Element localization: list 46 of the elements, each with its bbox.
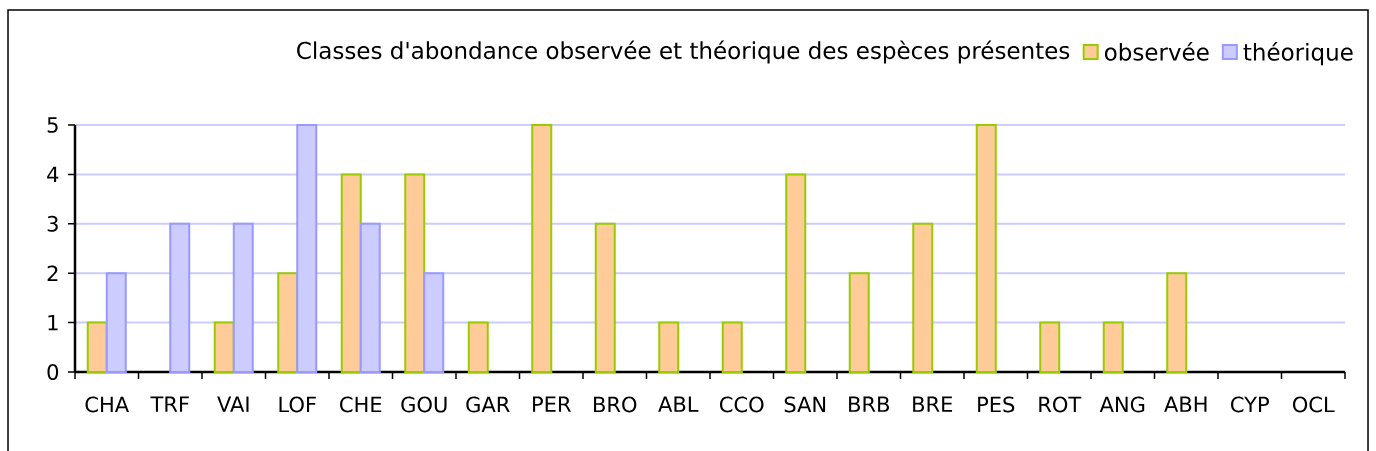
x-tick-label: ROT xyxy=(1039,396,1082,413)
x-tick-label: BRE xyxy=(913,396,953,412)
x-tick-label: BRO xyxy=(594,396,637,413)
x-tick-label: GOU xyxy=(401,396,447,413)
legend-label: théorique xyxy=(1243,42,1353,66)
bar xyxy=(848,272,870,373)
bar xyxy=(404,173,426,373)
x-tick-label: LOF xyxy=(279,396,316,413)
x-tick-label: PES xyxy=(978,396,1015,413)
x-tick-label: PER xyxy=(533,396,571,412)
x-tick-label: ABL xyxy=(658,396,699,412)
y-tick-label: 3 xyxy=(47,215,58,232)
bar xyxy=(785,173,807,373)
chart-title: Classes d'abondance observée et théorique des espèces présentes xyxy=(297,40,1070,64)
bar xyxy=(277,272,299,373)
x-tick-label: CHE xyxy=(340,396,382,413)
bar xyxy=(340,173,362,373)
bar xyxy=(594,222,616,373)
y-tick-label: 4 xyxy=(47,166,59,183)
legend-label: observée xyxy=(1104,42,1209,61)
bar xyxy=(912,222,934,373)
bar xyxy=(1039,321,1061,373)
x-tick-label: CYP xyxy=(1231,396,1269,413)
x-tick-label: BRB xyxy=(849,396,889,412)
x-tick-label: OCL xyxy=(1292,396,1335,413)
x-tick-label: VAI xyxy=(217,396,249,412)
x-tick-label: ANG xyxy=(1099,396,1145,413)
y-tick-label: 1 xyxy=(48,314,58,331)
x-tick-label: TRF xyxy=(150,396,189,412)
y-tick-label: 5 xyxy=(47,117,58,133)
bar xyxy=(1102,321,1124,373)
bar xyxy=(721,321,743,373)
bar xyxy=(213,321,235,373)
y-tick-label: 0 xyxy=(47,364,59,380)
x-tick-label: GAR xyxy=(466,396,510,413)
bar xyxy=(467,321,489,373)
x-tick-label: CHA xyxy=(85,396,129,413)
bar xyxy=(658,321,680,373)
y-tick-label: 2 xyxy=(47,265,58,281)
x-tick-label: SAN xyxy=(784,396,826,413)
bar xyxy=(1166,272,1188,373)
bar xyxy=(975,124,997,373)
bar xyxy=(86,321,108,373)
x-tick-label: CCO xyxy=(720,396,764,413)
x-tick-label: ABH xyxy=(1164,396,1207,412)
bar xyxy=(531,124,553,373)
